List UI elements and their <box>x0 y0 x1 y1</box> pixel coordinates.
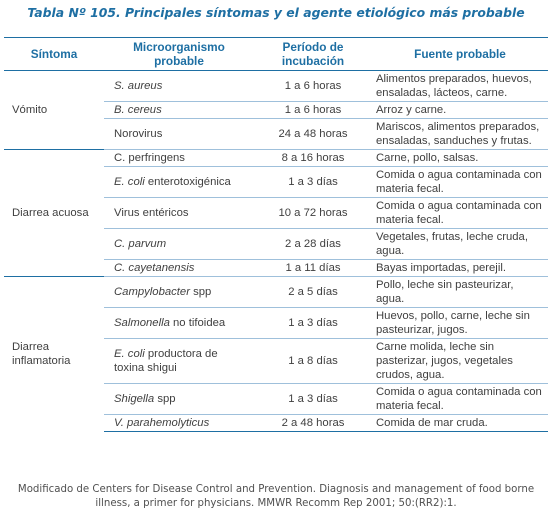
organism-italic: Campylobacter <box>114 286 190 298</box>
symptom-cell: Vómito <box>4 70 104 150</box>
organism-cell: Shigella spp <box>104 383 254 415</box>
footnote: Modificado de Centers for Disease Contro… <box>17 484 535 509</box>
organism-cell: Salmonella no tifoidea <box>104 307 254 339</box>
organism-text: Norovirus <box>114 128 163 140</box>
header-row: Síntoma Microorganismo probable Período … <box>4 37 548 71</box>
organism-text: enterotoxigénica <box>144 176 231 188</box>
source-cell: Huevos, pollo, carne, leche sin pasteuri… <box>372 307 548 339</box>
table-row: C. parvum 2 a 28 días Vegetales, frutas, l… <box>4 228 548 260</box>
table-row: Vómito S. aureus 1 a 6 horas Alimentos prep… <box>4 70 548 150</box>
period-cell: 1 a 6 horas <box>254 70 372 102</box>
header-period: Período de incubación <box>254 37 372 71</box>
table-row: Shigella spp 1 a 3 días Comida o agua cont… <box>4 383 548 415</box>
organism-text: no tifoidea <box>169 317 226 329</box>
organism-cell: V. parahemolyticus <box>104 414 254 432</box>
period-cell: 10 a 72 horas <box>254 197 372 229</box>
source-cell: Comida o agua contaminada con materia fe… <box>372 166 548 198</box>
period-cell: 2 a 48 horas <box>254 414 372 432</box>
table-row: Norovirus 24 a 48 horas Mariscos, alimento… <box>4 118 548 150</box>
organism-cell: Virus entéricos <box>104 197 254 229</box>
period-cell: 1 a 8 días <box>254 338 372 384</box>
table-row: Diarrea acuosa C. perfringens 8 a 16 horas… <box>4 149 548 277</box>
table-row: B. cereus 1 a 6 horas Arroz y carne. <box>4 101 548 119</box>
organism-cell: E. coli enterotoxigénica <box>104 166 254 198</box>
organism-cell: C. parvum <box>104 228 254 260</box>
table-body: Vómito S. aureus 1 a 6 horas Alimentos prep… <box>4 70 548 432</box>
header-symptom: Síntoma <box>4 37 104 71</box>
table-row: Virus entéricos 10 a 72 horas Comida o agu… <box>4 197 548 229</box>
organism-italic: E. coli <box>114 176 145 188</box>
organism-cell: S. aureus <box>104 70 254 102</box>
source-cell: Mariscos, alimentos preparados, ensalada… <box>372 118 548 150</box>
source-cell: Arroz y carne. <box>372 101 548 119</box>
period-cell: 8 a 16 horas <box>254 149 372 167</box>
organism-cell: Norovirus <box>104 118 254 150</box>
table-row: Salmonella no tifoidea 1 a 3 días Huevos, … <box>4 307 548 339</box>
organism-italic: E. coli <box>114 348 145 360</box>
period-cell: 1 a 11 días <box>254 259 372 277</box>
organism-cell: C. perfringens <box>104 149 254 167</box>
symptoms-table: Síntoma Microorganismo probable Período … <box>4 37 548 432</box>
table-row: C. cayetanensis 1 a 11 días Bayas importad… <box>4 259 548 277</box>
organism-italic: Salmonella <box>114 317 170 329</box>
table-row: E. coli productora de toxina shigui 1 a 8… <box>4 338 548 384</box>
period-cell: 1 a 3 días <box>254 307 372 339</box>
organism-text: spp <box>189 286 212 298</box>
organism-italic: C. parvum <box>114 238 167 250</box>
source-cell: Carne molida, leche sin pasterizar, jugo… <box>372 338 548 384</box>
source-cell: Comida de mar cruda. <box>372 414 548 432</box>
organism-italic: C. cayetanensis <box>114 262 195 274</box>
table-row: Diarrea inflamatoria Campylobacter spp 2 a… <box>4 276 548 432</box>
period-cell: 1 a 3 días <box>254 383 372 415</box>
source-cell: Comida o agua contaminada con materia fe… <box>372 197 548 229</box>
organism-text: C. perfringens <box>114 152 185 164</box>
source-cell: Pollo, leche sin pasteurizar, agua. <box>372 276 548 308</box>
period-cell: 1 a 3 días <box>254 166 372 198</box>
organism-italic: V. parahemolyticus <box>114 417 210 429</box>
organism-text: spp <box>154 393 176 405</box>
source-cell: Bayas importadas, perejil. <box>372 259 548 277</box>
organism-text: Virus entéricos <box>114 207 189 219</box>
source-cell: Comida o agua contaminada con materia fe… <box>372 383 548 415</box>
header-organism: Microorganismo probable <box>104 37 254 71</box>
period-cell: 2 a 28 días <box>254 228 372 260</box>
table-row: V. parahemolyticus 2 a 48 horas Comida de … <box>4 414 548 432</box>
organism-italic: Shigella <box>114 393 155 405</box>
organism-cell: E. coli productora de toxina shigui <box>104 338 254 384</box>
period-cell: 24 a 48 horas <box>254 118 372 150</box>
organism-cell: B. cereus <box>104 101 254 119</box>
source-cell: Vegetales, frutas, leche cruda, agua. <box>372 228 548 260</box>
header-source: Fuente probable <box>372 37 548 71</box>
period-cell: 1 a 6 horas <box>254 101 372 119</box>
organism-cell: Campylobacter spp <box>104 276 254 308</box>
table-caption: Tabla Nº 105. Principales síntomas y el … <box>27 5 525 20</box>
symptom-cell: Diarrea acuosa <box>4 149 104 277</box>
organism-italic: S. aureus <box>114 80 163 92</box>
period-cell: 2 a 5 días <box>254 276 372 308</box>
table-row: E. coli enterotoxigénica 1 a 3 días Comida… <box>4 166 548 198</box>
organism-cell: C. cayetanensis <box>104 259 254 277</box>
symptom-cell: Diarrea inflamatoria <box>4 276 104 432</box>
organism-text: productora de toxina shigui <box>114 348 218 374</box>
source-cell: Carne, pollo, salsas. <box>372 149 548 167</box>
organism-italic: B. cereus <box>114 104 162 116</box>
source-cell: Alimentos preparados, huevos, ensaladas,… <box>372 70 548 102</box>
